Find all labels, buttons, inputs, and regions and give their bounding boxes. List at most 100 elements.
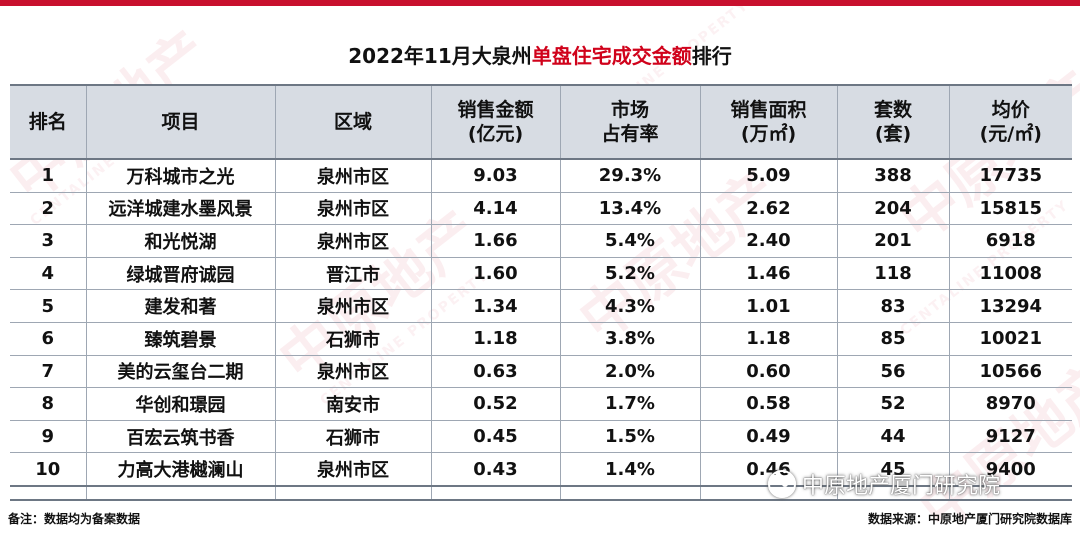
spacer-cell (837, 485, 950, 501)
table-cell: 南安市 (275, 387, 432, 421)
table-cell: 2.0% (560, 355, 701, 389)
title-prefix: 2022年11月大泉州 (348, 44, 532, 68)
table-cell: 泉州市区 (275, 452, 432, 487)
spacer-cell (10, 485, 87, 501)
column-header-text: 占有率 (601, 123, 659, 145)
table-cell: 百宏云筑书香 (86, 420, 276, 454)
table-cell: 建发和著 (86, 289, 276, 323)
table-row: 6 臻筑碧景 石狮市 1.18 3.8% 1.18 85 10021 (10, 322, 1072, 356)
spacer-cell (949, 485, 1072, 501)
table-cell: 10 (10, 452, 87, 487)
table-row: 10 力高大港樾澜山 泉州市区 0.43 1.4% 0.46 45 9400 (10, 452, 1072, 487)
table-cell: 2.62 (700, 192, 838, 226)
title-highlight: 单盘住宅成交金额 (531, 44, 692, 68)
table-spacer-row (10, 485, 1072, 501)
column-header: 区域 (275, 84, 432, 160)
table-cell: 1.66 (431, 224, 561, 258)
wechat-icon (768, 470, 796, 498)
table-cell: 6 (10, 322, 87, 356)
table-cell: 1 (10, 159, 87, 193)
table-cell: 1.4% (560, 452, 701, 487)
table-cell: 1.18 (431, 322, 561, 356)
table-cell: 3 (10, 224, 87, 258)
table-row: 5 建发和著 泉州市区 1.34 4.3% 1.01 83 13294 (10, 289, 1072, 323)
ranking-table: 排名 项目 区域 销售金额 (亿元) 市场 占有率 销售面积 (万㎡) 套数 (套) 均价 (元/㎡) … (10, 84, 1072, 501)
table-cell: 45 (837, 452, 950, 487)
spacer-cell (560, 485, 701, 501)
brand-text: 中原地产厦门研究院 (802, 474, 1001, 499)
table-cell: 晋江市 (275, 257, 432, 291)
table-cell: 4.3% (560, 289, 701, 323)
table-cell: 远洋城建水墨风景 (86, 192, 276, 226)
table-cell: 0.63 (431, 355, 561, 389)
table-cell: 10021 (949, 322, 1072, 356)
table-cell: 石狮市 (275, 322, 432, 356)
column-header: 套数 (套) (837, 84, 950, 160)
table-row: 3 和光悦湖 泉州市区 1.66 5.4% 2.40 201 6918 (10, 224, 1072, 258)
top-accent-line (0, 0, 1080, 6)
brand-watermark: 中原地产厦门研究院 (768, 470, 1001, 499)
spacer-cell (86, 485, 276, 501)
footnote: 备注：数据均为备案数据 (8, 512, 141, 526)
table-cell: 201 (837, 224, 950, 258)
table-cell: 5.2% (560, 257, 701, 291)
column-header: 排名 (10, 84, 87, 160)
spacer-cell (431, 485, 561, 501)
table-cell: 5.09 (700, 159, 838, 193)
column-header-text: (亿元) (467, 123, 524, 145)
table-cell: 85 (837, 322, 950, 356)
table-row: 1 万科城市之光 泉州市区 9.03 29.3% 5.09 388 17735 (10, 159, 1072, 193)
table-cell: 7 (10, 355, 87, 389)
table-cell: 泉州市区 (275, 355, 432, 389)
table-cell: 1.5% (560, 420, 701, 454)
table-cell: 204 (837, 192, 950, 226)
table-cell: 0.49 (700, 420, 838, 454)
spacer-cell (275, 485, 432, 501)
table-cell: 10566 (949, 355, 1072, 389)
table-cell: 2.40 (700, 224, 838, 258)
table-cell: 5.4% (560, 224, 701, 258)
data-source: 数据来源：中原地产厦门研究院数据库 (867, 512, 1072, 526)
table-cell: 9.03 (431, 159, 561, 193)
table-cell: 56 (837, 355, 950, 389)
column-header-text: (元/㎡) (979, 123, 1042, 145)
table-body: 1 万科城市之光 泉州市区 9.03 29.3% 5.09 388 17735 2 远洋城建水墨风… (10, 159, 1072, 501)
table-cell: 1.18 (700, 322, 838, 356)
table-cell: 5 (10, 289, 87, 323)
table-cell: 泉州市区 (275, 224, 432, 258)
column-header-text: 市场 (610, 99, 649, 121)
table-cell: 1.01 (700, 289, 838, 323)
table-cell: 泉州市区 (275, 289, 432, 323)
table-cell: 石狮市 (275, 420, 432, 454)
table-cell: 华创和璟园 (86, 387, 276, 421)
table-cell: 9400 (949, 452, 1072, 487)
table-cell: 8 (10, 387, 87, 421)
spacer-cell (700, 485, 838, 501)
table-cell: 29.3% (560, 159, 701, 193)
column-header-text: 销售面积 (730, 99, 807, 121)
column-header: 均价 (元/㎡) (949, 84, 1072, 160)
table-cell: 52 (837, 387, 950, 421)
table-cell: 44 (837, 420, 950, 454)
table-cell: 17735 (949, 159, 1072, 193)
table-cell: 0.43 (431, 452, 561, 487)
table-cell: 9 (10, 420, 87, 454)
table-cell: 13294 (949, 289, 1072, 323)
table-cell: 8970 (949, 387, 1072, 421)
title-suffix: 排行 (691, 44, 732, 68)
column-header: 市场 占有率 (560, 84, 701, 160)
table-cell: 0.45 (431, 420, 561, 454)
column-header-text: (套) (874, 123, 912, 145)
table-cell: 0.52 (431, 387, 561, 421)
table-cell: 4 (10, 257, 87, 291)
table-cell: 和光悦湖 (86, 224, 276, 258)
table-cell: 0.60 (700, 355, 838, 389)
column-header-text: 项目 (161, 111, 200, 133)
column-header: 销售面积 (万㎡) (700, 84, 838, 160)
table-row: 4 绿城晋府诚园 晋江市 1.60 5.2% 1.46 118 11008 (10, 257, 1072, 291)
table-row: 9 百宏云筑书香 石狮市 0.45 1.5% 0.49 44 9127 (10, 420, 1072, 454)
table-cell: 泉州市区 (275, 159, 432, 193)
column-header-text: (万㎡) (740, 123, 797, 145)
column-header: 销售金额 (亿元) (431, 84, 561, 160)
table-cell: 15815 (949, 192, 1072, 226)
